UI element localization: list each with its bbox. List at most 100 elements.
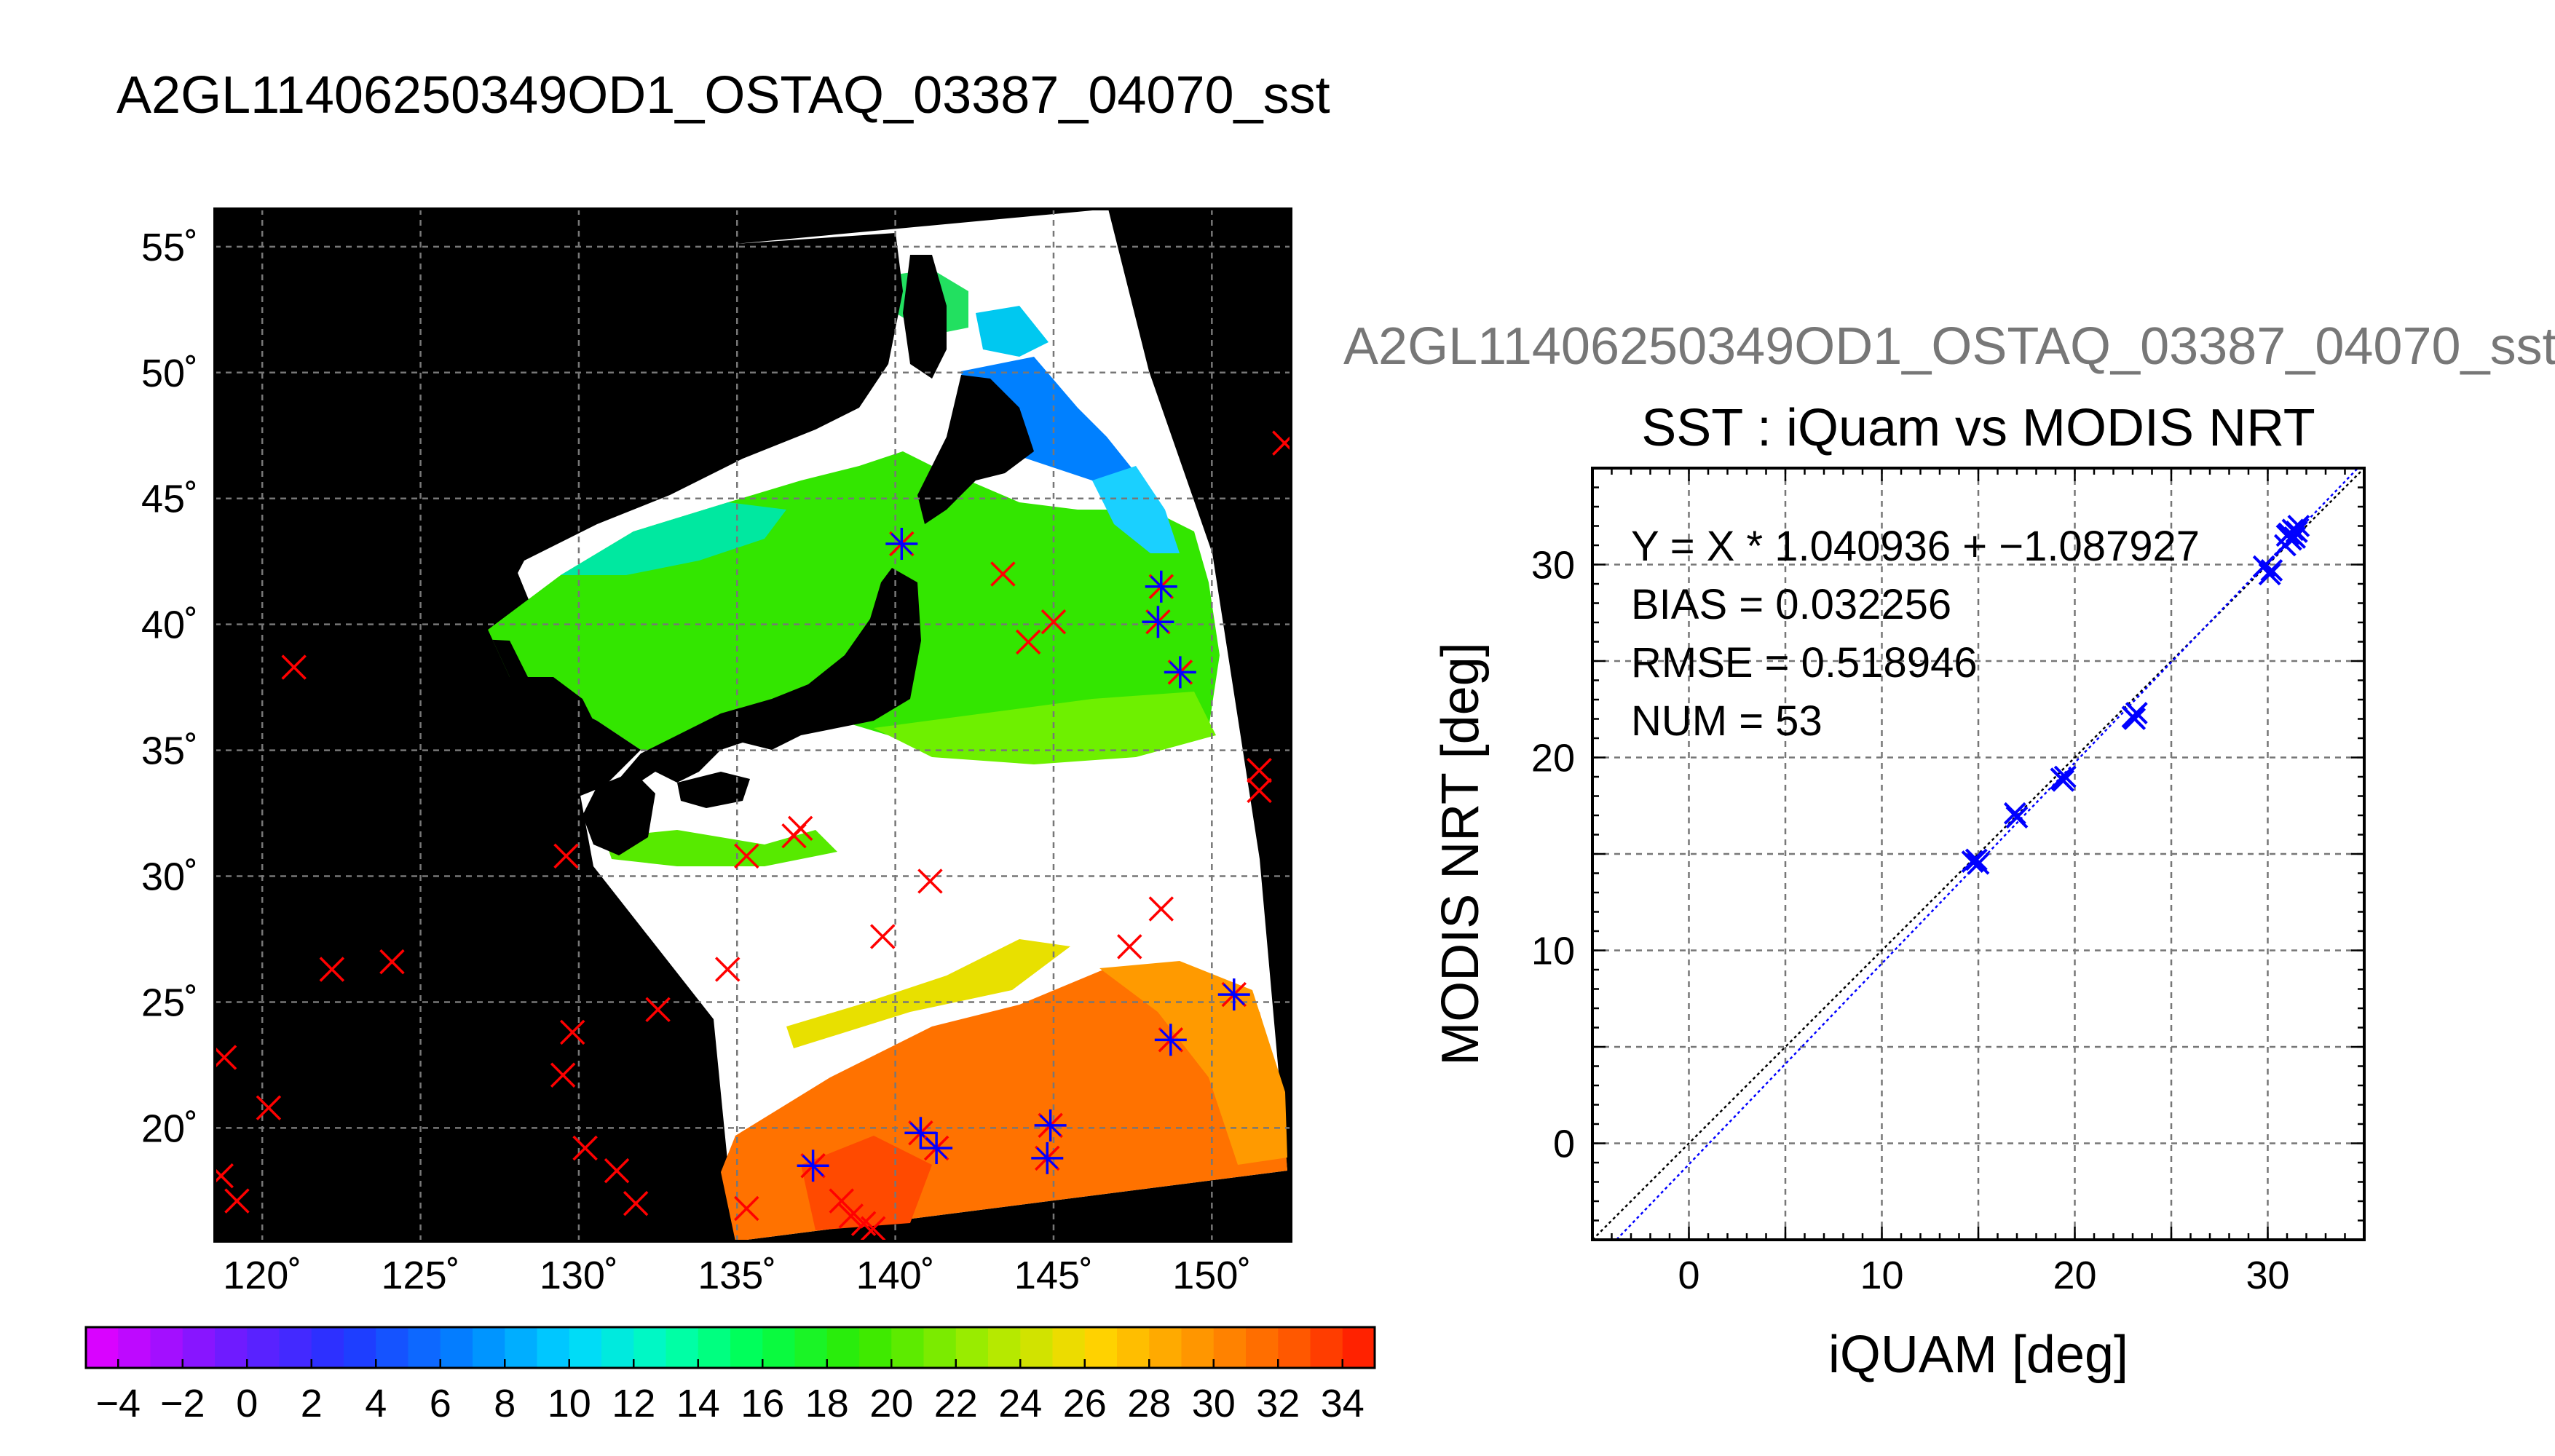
colorbar-cell <box>1310 1327 1343 1368</box>
scatter-annotation: NUM = 53 <box>1631 697 1823 745</box>
colorbar-tick-label: 24 <box>998 1382 1042 1425</box>
colorbar-cell <box>794 1327 828 1368</box>
one-to-one-line <box>1592 468 2364 1240</box>
sst-green-south <box>604 830 837 866</box>
map-marker-red <box>1117 934 1142 960</box>
colorbar-tick-label: 8 <box>494 1382 516 1425</box>
colorbar-tick-label: 10 <box>548 1382 591 1425</box>
map-lon-tick-label: 130˚ <box>540 1254 618 1297</box>
map-lat-tick-label: 25˚ <box>141 981 198 1024</box>
map-marker-blue <box>920 1132 953 1165</box>
scatter-point <box>2005 806 2029 829</box>
colorbar-tick-label: 26 <box>1063 1382 1107 1425</box>
colorbar-cell <box>1181 1327 1215 1368</box>
colorbar-cell <box>826 1327 860 1368</box>
map-lat-tick-label: 45˚ <box>141 478 198 521</box>
scatter-point <box>1964 848 1988 871</box>
map-lon-tick-label: 120˚ <box>223 1254 301 1297</box>
map-marker-red <box>1247 758 1272 783</box>
colorbar-cell <box>1020 1327 1054 1368</box>
map-marker-red <box>869 924 896 949</box>
map-markers <box>215 430 1291 1241</box>
map-marker-red <box>829 1188 854 1214</box>
sst-cyan-region <box>561 502 786 575</box>
colorbar-cell <box>955 1327 989 1368</box>
colorbar-cell <box>988 1327 1021 1368</box>
colorbar-tick-label: 20 <box>869 1382 913 1425</box>
scatter-y-tick-label: 20 <box>1531 737 1575 780</box>
colorbar-cell <box>859 1327 892 1368</box>
colorbar-cell <box>408 1327 441 1368</box>
colorbar-cell <box>633 1327 667 1368</box>
colorbar-cell <box>247 1327 280 1368</box>
map-gridlines <box>215 209 1291 1241</box>
colorbar-cell <box>182 1327 216 1368</box>
map-marker-red <box>990 561 1016 587</box>
scatter-y-tick-label: 30 <box>1531 544 1575 587</box>
colorbar-tick-label: 0 <box>236 1382 258 1425</box>
colorbar-tick-label: 34 <box>1321 1382 1365 1425</box>
scatter-point <box>2260 559 2283 582</box>
map-frame <box>213 207 1292 1243</box>
map-marker-red <box>572 1135 598 1161</box>
colorbar-tick-label: 18 <box>805 1382 849 1425</box>
colorbar-cell <box>118 1327 151 1368</box>
map-marker-red <box>1148 896 1174 922</box>
map-lon-tick-label: 135˚ <box>698 1254 776 1297</box>
colorbar: −4 −2 0 2 4 6 8 10 12 14 16 18 20 22 24 26 28 30 32 34 <box>84 1326 1376 1425</box>
map-marker-blue <box>1164 656 1196 689</box>
map-lat-tick-label: 50˚ <box>141 352 198 395</box>
map-marker-red <box>645 997 671 1023</box>
scatter-y-axis-label: MODIS NRT [deg] <box>1431 642 1490 1066</box>
map-lat-tick-label: 30˚ <box>141 855 198 899</box>
map-marker-red <box>224 1188 250 1214</box>
colorbar-cell <box>1278 1327 1311 1368</box>
colorbar-cell <box>1084 1327 1118 1368</box>
map-lat-tick-label: 35˚ <box>141 729 198 773</box>
colorbar-cell <box>1117 1327 1150 1368</box>
map-lat-tick-label: 20˚ <box>141 1107 198 1150</box>
scatter-frame <box>1591 467 2366 1241</box>
map-marker-red <box>553 843 579 869</box>
map-lat-tick-label: 40˚ <box>141 604 198 647</box>
colorbar-cell <box>1213 1327 1247 1368</box>
colorbar-cell <box>505 1327 538 1368</box>
colorbar-cell <box>666 1327 699 1368</box>
sst-orange-region <box>1099 961 1287 1165</box>
scatter-x-tick-label: 10 <box>1860 1254 1903 1297</box>
map-marker-red <box>379 949 405 975</box>
map-marker-blue <box>1031 1142 1064 1174</box>
colorbar-tick-label: 16 <box>741 1382 784 1425</box>
scatter-title: SST : iQuam vs MODIS NRT <box>1641 399 2315 457</box>
colorbar-tick-label: −4 <box>95 1382 141 1425</box>
map-title: A2GL11406250349OD1_OSTAQ_03387_04070_sst <box>117 66 1330 124</box>
land-korea <box>510 677 612 794</box>
colorbar-cell <box>762 1327 796 1368</box>
land-mainland <box>215 209 903 801</box>
map-marker-red <box>1015 629 1041 655</box>
scatter-y-tick-label: 10 <box>1531 930 1575 973</box>
map-marker-red <box>781 823 807 849</box>
scatter-points <box>1961 515 2310 875</box>
map-marker-red <box>1040 609 1067 635</box>
map-marker-red <box>623 1190 649 1216</box>
scatter-point <box>2053 765 2077 788</box>
colorbar-cell <box>601 1327 634 1368</box>
colorbar-cell <box>923 1327 957 1368</box>
colorbar-tick-label: 4 <box>365 1382 387 1425</box>
map-lon-tick-label: 140˚ <box>856 1254 935 1297</box>
colorbar-cell <box>86 1327 119 1368</box>
map-marker-red <box>734 1195 759 1222</box>
map-axis-labels: 120˚ 125˚ 130˚ 135˚ 140˚ 145˚ 150˚ 55˚ 50˚ 45˚ 40˚… <box>141 226 1251 1297</box>
colorbar-cell <box>440 1327 473 1368</box>
colorbar-cell <box>1052 1327 1086 1368</box>
scatter-annotations: Y = X * 1.040936 + −1.087927 BIAS = 0.032… <box>1631 523 2200 745</box>
scatter-point <box>2123 708 2147 730</box>
scatter-tick-labels: 0 10 20 30 0 10 20 30 <box>1531 544 2290 1298</box>
scatter-point <box>2287 515 2310 537</box>
colorbar-cell <box>1246 1327 1279 1368</box>
sst-map: 120˚ 125˚ 130˚ 135˚ 140˚ 145˚ 150˚ 55˚ 50˚ 45˚ 40˚… <box>141 207 1292 1297</box>
map-lon-tick-label: 145˚ <box>1014 1254 1093 1297</box>
colorbar-labels: −4 −2 0 2 4 6 8 10 12 14 16 18 20 22 24 26 28 30 32 34 <box>95 1359 1365 1425</box>
